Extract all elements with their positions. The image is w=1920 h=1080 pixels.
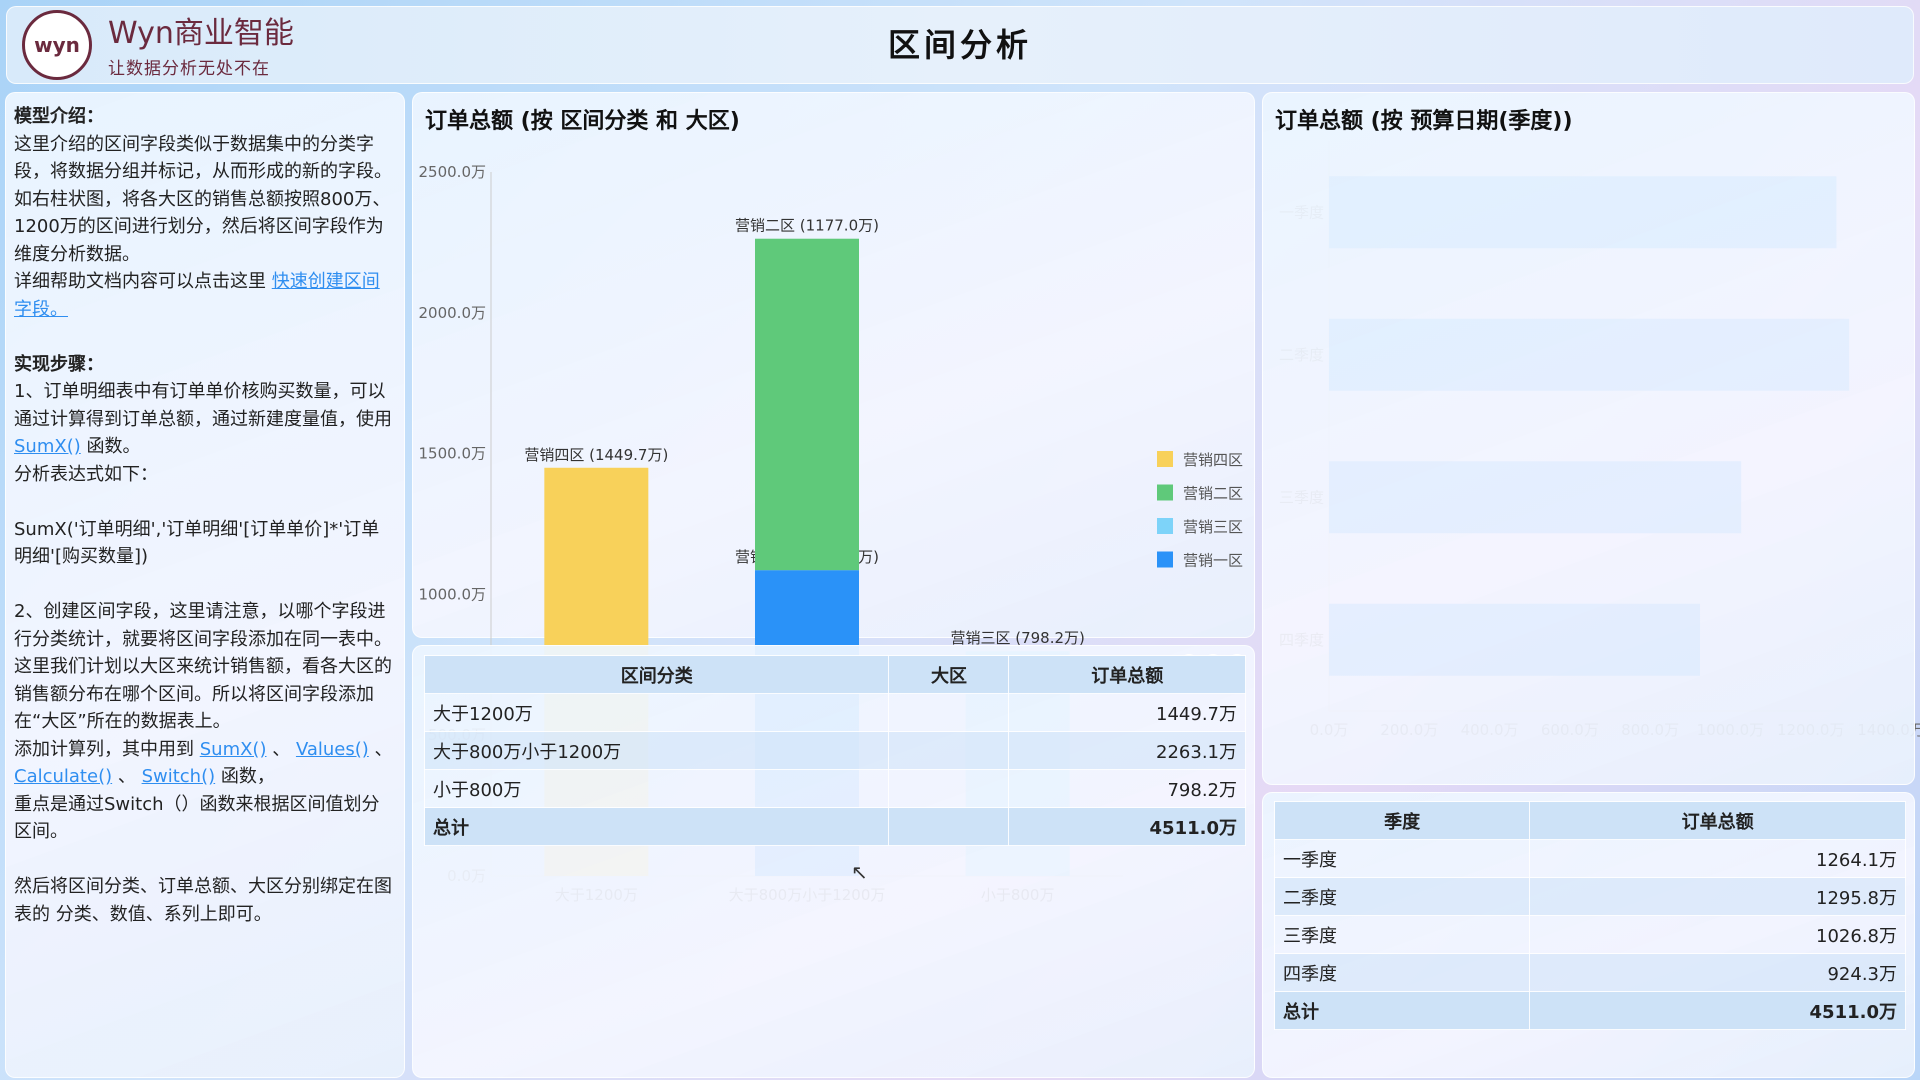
chart-title: 订单总额 (按 区间分类 和 大区) xyxy=(425,109,740,134)
wyn-logo: wyn xyxy=(22,10,92,80)
table-cell: 三季度 xyxy=(1273,915,1531,954)
sumx-link[interactable]: SumX() xyxy=(14,436,81,457)
step-text: 函数。 xyxy=(80,436,141,457)
step-text: 然后将区间分类、订单总额、大区分别绑定在图表的 分类、数值、系列上即可。 xyxy=(14,876,392,925)
table-cell: 1449.7万 xyxy=(1008,693,1246,732)
quarter-chart-panel: 订单总额 (按 预算日期(季度)) xyxy=(1262,92,1915,785)
column-header[interactable]: 季度 xyxy=(1273,801,1531,840)
separator: 、 xyxy=(368,738,393,760)
brand-slogan: 让数据分析无处不在 xyxy=(108,59,270,79)
range-chart-panel: 订单总额 (按 区间分类 和 大区) xyxy=(412,92,1255,638)
step-text: 重点是通过Switch（）函数来根据区间值划分区间。 xyxy=(14,793,380,843)
chart-title: 订单总额 (按 预算日期(季度)) xyxy=(1275,109,1573,134)
total-row: 总计 4511.0万 xyxy=(1273,991,1906,1030)
table-header-row: 区间分类 大区 订单总额 xyxy=(423,655,1246,694)
table-row: 大于800万小于1200万 2263.1万 xyxy=(423,731,1246,770)
intro-heading: 模型介绍： xyxy=(14,106,104,127)
values-link[interactable]: Values() xyxy=(295,738,369,760)
column-header[interactable]: 订单总额 xyxy=(1008,655,1246,694)
total-row: 总计 4511.0万 xyxy=(423,807,1246,846)
steps-heading: 实现步骤： xyxy=(14,353,104,375)
column-header[interactable]: 大区 xyxy=(888,655,1010,694)
table-cell: 798.2万 xyxy=(1008,769,1246,808)
quarter-table: 季度 订单总额 一季度 1264.1万 二季度 1295.8万 三季度 1026.8万 四季度 9… xyxy=(1273,801,1906,1030)
column-header[interactable]: 订单总额 xyxy=(1529,801,1906,840)
step-text: 分析表达式如下： xyxy=(14,463,158,485)
table-cell: 大于800万小于1200万 xyxy=(423,731,890,770)
step-text: 添加计算列，其中用到 xyxy=(14,738,200,760)
page-title: 区间分析 xyxy=(887,26,1032,64)
table-header-row: 季度 订单总额 xyxy=(1273,801,1906,840)
separator: 、 xyxy=(266,738,296,760)
column-header[interactable]: 区间分类 xyxy=(423,655,890,694)
table-cell: 一季度 xyxy=(1273,839,1531,878)
header-bar xyxy=(6,6,1914,84)
step-text: 1、订单明细表中有订单单价核购买数量，可以通过计算得到订单总额，通过新建度量值，… xyxy=(14,381,392,430)
table-cell: 四季度 xyxy=(1273,953,1531,992)
switch-link[interactable]: Switch() xyxy=(141,766,216,787)
range-table: 区间分类 大区 订单总额 大于1200万 1449.7万 大于800万小于1200万 226… xyxy=(423,655,1246,846)
total-cell: 4511.0万 xyxy=(1008,807,1246,846)
table-cell: 1026.8万 xyxy=(1529,915,1906,954)
table-cell: 大于1200万 xyxy=(423,693,890,732)
table-cell: 1295.8万 xyxy=(1529,877,1906,916)
table-row: 大于1200万 1449.7万 xyxy=(423,693,1246,732)
intro-text: 详细帮助文档内容可以点击这里 xyxy=(14,271,272,292)
table-cell: 924.3万 xyxy=(1529,953,1906,992)
separator: 、 xyxy=(112,766,142,787)
mouse-cursor-icon: ↖ xyxy=(851,860,868,884)
intro-text: 这里介绍的区间字段类似于数据集中的分类字段，将数据分组并标记，从而形成的新的字段… xyxy=(14,133,392,183)
table-row: 一季度 1264.1万 xyxy=(1273,839,1906,878)
table-cell: 小于800万 xyxy=(423,769,890,808)
table-cell: 2263.1万 xyxy=(1008,731,1246,770)
table-cell xyxy=(888,769,1010,808)
step-text: 这里我们计划以大区来统计销售额，看各大区的销售额分布在哪个区间。所以将区间字段添… xyxy=(14,656,392,732)
table-cell xyxy=(888,731,1010,770)
brand-name: Wyn商业智能 xyxy=(108,16,294,51)
help-link[interactable]: 快速创建区间字段。 xyxy=(14,271,380,320)
table-row: 二季度 1295.8万 xyxy=(1273,877,1906,916)
total-cell: 总计 xyxy=(1273,991,1531,1030)
total-cell xyxy=(888,807,1010,846)
total-cell: 总计 xyxy=(423,807,890,846)
expression-text: SumX('订单明细','订单明细'[订单单价]*'订单明细'[购买数量]) xyxy=(14,518,380,568)
table-cell xyxy=(888,693,1010,732)
step-text: 2、创建区间字段，这里请注意，以哪个字段进行分类统计，就要将区间字段添加在同一表… xyxy=(14,601,392,650)
intro-text: 如右柱状图，将各大区的销售总额按照800万、1200万的区间进行划分，然后将区间… xyxy=(14,188,391,265)
calculate-link[interactable]: Calculate() xyxy=(14,766,113,787)
table-cell: 1264.1万 xyxy=(1529,839,1906,878)
intro-panel: 模型介绍： 这里介绍的区间字段类似于数据集中的分类字段，将数据分组并标记，从而形… xyxy=(5,92,405,1078)
table-row: 三季度 1026.8万 xyxy=(1273,915,1906,954)
total-cell: 4511.0万 xyxy=(1529,991,1906,1030)
table-cell: 二季度 xyxy=(1273,877,1531,916)
step-text: 函数， xyxy=(215,766,275,787)
table-row: 小于800万 798.2万 xyxy=(423,769,1246,808)
table-row: 四季度 924.3万 xyxy=(1273,953,1906,992)
sumx-link[interactable]: SumX() xyxy=(199,738,267,760)
